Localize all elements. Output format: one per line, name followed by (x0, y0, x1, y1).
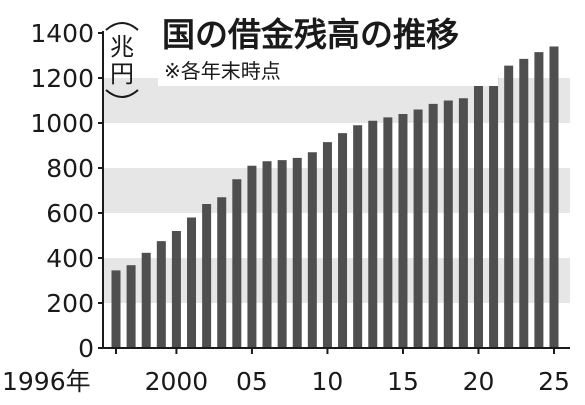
bar (413, 109, 423, 348)
y-tick-label: 1200 (30, 64, 94, 93)
bar (217, 197, 227, 348)
bar (519, 58, 529, 349)
x-tick-label: 20 (463, 367, 495, 396)
axes (98, 31, 570, 354)
x-tick-label: 25 (538, 367, 570, 396)
y-axis-unit: 兆 円 (105, 22, 139, 98)
bar (187, 217, 197, 348)
bar (398, 114, 408, 348)
x-tick-label: 05 (236, 367, 268, 396)
bar (473, 75, 483, 348)
chart-subtitle: ※各年末時点 (164, 59, 281, 83)
bar (292, 157, 302, 349)
bar (277, 160, 287, 349)
y-axis-label-char: 円 (110, 60, 134, 88)
bar (383, 117, 393, 348)
bar (549, 46, 559, 348)
y-tick-label: 400 (46, 244, 94, 273)
bar (458, 98, 468, 348)
y-tick-label: 0 (78, 334, 94, 363)
bar (247, 165, 257, 348)
y-axis-label-char: 兆 (110, 33, 134, 61)
bar (262, 161, 272, 348)
bar (322, 142, 332, 349)
bar (202, 204, 212, 348)
y-tick-label: 1000 (30, 109, 94, 138)
y-tick-label: 800 (46, 154, 94, 183)
x-tick-label: 15 (387, 367, 419, 396)
x-tick-labels: 1996年 2000 05 10 15 20 25 (2, 367, 570, 396)
bar (171, 231, 181, 348)
bar (156, 241, 166, 349)
bar (534, 52, 544, 349)
bar (232, 179, 242, 348)
grid-band (103, 168, 570, 213)
bar (428, 103, 438, 349)
y-tick-label: 1400 (30, 19, 94, 48)
y-tick-label: 200 (46, 289, 94, 318)
bar (126, 265, 136, 348)
bar (141, 252, 151, 348)
unit-paren-bottom (105, 89, 139, 98)
x-tick-label: 1996年 (2, 367, 91, 396)
bar (443, 100, 453, 348)
bar (489, 74, 499, 349)
y-tick-label: 600 (46, 199, 94, 228)
x-tick-label: 10 (312, 367, 344, 396)
bar-series (111, 46, 559, 349)
bar (368, 120, 378, 348)
x-tick-label: 2000 (145, 367, 209, 396)
title-background (158, 10, 498, 86)
unit-paren-top (105, 22, 139, 31)
bar (111, 270, 121, 349)
y-tick-labels: 0 200 400 600 800 1000 1200 1400 (30, 19, 94, 363)
chart-title: 国の借金残高の推移 (162, 15, 459, 54)
bar (353, 125, 363, 348)
bar (307, 152, 317, 348)
bar (504, 65, 514, 349)
bar (338, 133, 348, 349)
